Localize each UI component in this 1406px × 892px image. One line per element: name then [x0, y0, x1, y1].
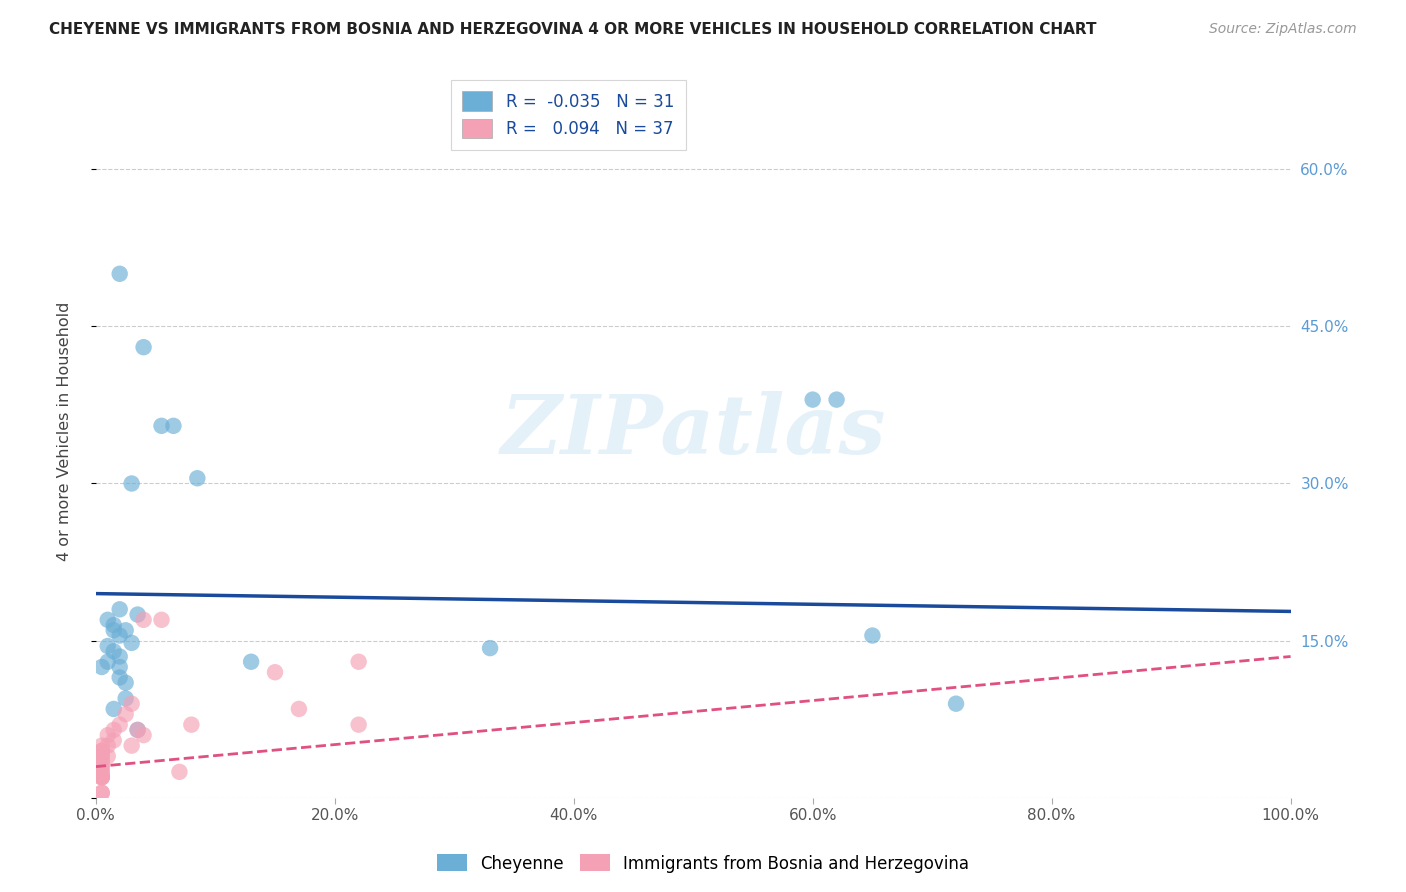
Point: [90, 749, 112, 764]
Point: [180, 717, 202, 731]
Point: [288, 702, 311, 716]
Point: [90, 770, 112, 784]
Point: [162, 418, 184, 433]
Point: [108, 671, 131, 685]
Point: [103, 702, 125, 716]
Point: [90, 739, 112, 753]
Point: [347, 655, 370, 669]
Point: [90, 744, 112, 758]
Point: [90, 770, 112, 784]
Point: [90, 749, 112, 764]
Point: [108, 602, 131, 616]
Point: [90, 770, 112, 784]
Point: [240, 655, 263, 669]
Point: [132, 728, 155, 742]
Point: [103, 644, 125, 658]
Point: [97, 749, 120, 764]
Point: [103, 618, 125, 632]
Point: [114, 675, 136, 690]
Point: [90, 786, 112, 800]
Point: [132, 613, 155, 627]
Point: [860, 628, 883, 642]
Point: [114, 691, 136, 706]
Point: [479, 641, 502, 656]
Point: [90, 660, 112, 674]
Point: [169, 764, 191, 779]
Point: [825, 392, 848, 407]
Point: [186, 471, 208, 485]
Point: [108, 717, 131, 731]
Point: [108, 628, 131, 642]
Point: [150, 418, 173, 433]
Point: [103, 723, 125, 737]
Point: [127, 607, 149, 622]
Point: [90, 764, 112, 779]
Point: [132, 340, 155, 354]
Legend: Cheyenne, Immigrants from Bosnia and Herzegovina: Cheyenne, Immigrants from Bosnia and Her…: [430, 847, 976, 880]
Point: [121, 476, 143, 491]
Point: [127, 723, 149, 737]
Legend: R =  -0.035   N = 31, R =   0.094   N = 37: R = -0.035 N = 31, R = 0.094 N = 37: [450, 79, 686, 150]
Point: [90, 786, 112, 800]
Point: [90, 759, 112, 773]
Point: [97, 728, 120, 742]
Point: [90, 759, 112, 773]
Point: [945, 697, 967, 711]
Point: [90, 770, 112, 784]
Point: [90, 755, 112, 769]
Point: [90, 744, 112, 758]
Text: ZIPatlas: ZIPatlas: [501, 391, 886, 471]
Point: [97, 655, 120, 669]
Text: CHEYENNE VS IMMIGRANTS FROM BOSNIA AND HERZEGOVINA 4 OR MORE VEHICLES IN HOUSEHO: CHEYENNE VS IMMIGRANTS FROM BOSNIA AND H…: [49, 22, 1097, 37]
Point: [347, 717, 370, 731]
Point: [90, 770, 112, 784]
Point: [114, 624, 136, 638]
Point: [114, 707, 136, 722]
Point: [108, 660, 131, 674]
Point: [97, 739, 120, 753]
Text: Source: ZipAtlas.com: Source: ZipAtlas.com: [1209, 22, 1357, 37]
Point: [264, 665, 287, 680]
Point: [103, 733, 125, 747]
Point: [90, 764, 112, 779]
Point: [97, 613, 120, 627]
Point: [90, 755, 112, 769]
Point: [121, 697, 143, 711]
Point: [108, 649, 131, 664]
Point: [97, 639, 120, 653]
Y-axis label: 4 or more Vehicles in Household: 4 or more Vehicles in Household: [58, 301, 72, 561]
Point: [103, 624, 125, 638]
Point: [127, 723, 149, 737]
Point: [150, 613, 173, 627]
Point: [121, 636, 143, 650]
Point: [121, 739, 143, 753]
Point: [801, 392, 824, 407]
Point: [108, 267, 131, 281]
